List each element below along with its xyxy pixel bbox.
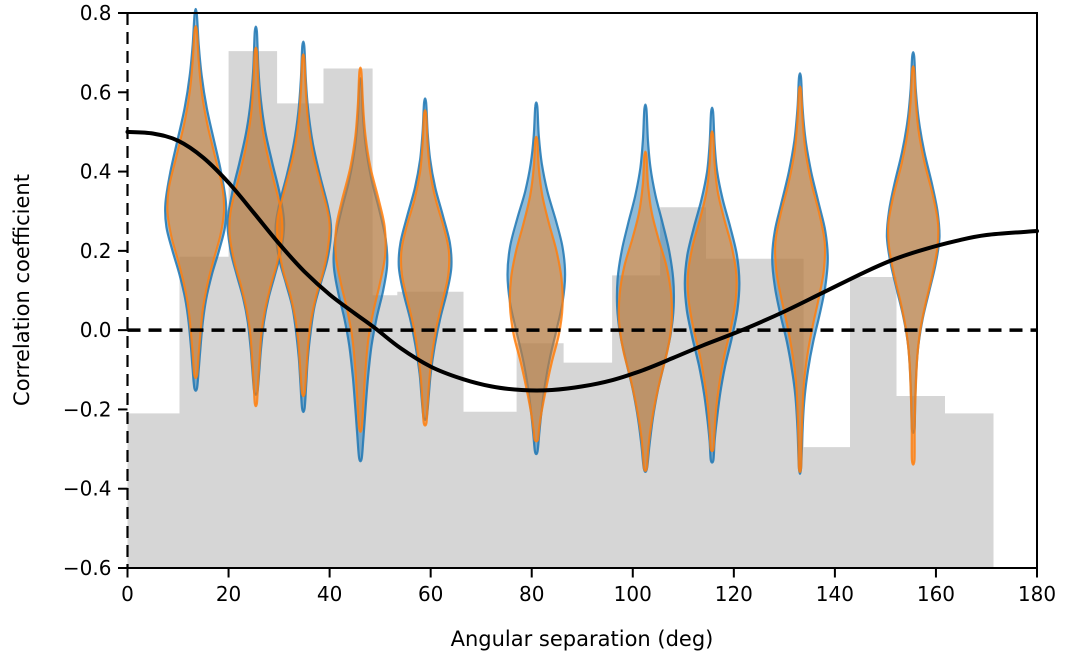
x-tick-label: 20: [216, 582, 241, 606]
y-tick-label: −0.4: [63, 477, 112, 501]
x-tick-label: 160: [917, 582, 955, 606]
violin-orange-bin4: [334, 66, 387, 433]
pair-count-histogram: [127, 51, 994, 569]
y-tick-label: 0.8: [80, 1, 112, 25]
model-correlation-curve: [125, 129, 1039, 393]
violin-orange-bin6: [508, 135, 564, 443]
x-tick-label: 60: [418, 582, 443, 606]
x-tick-label: 100: [614, 582, 652, 606]
violin-orange-bin3: [275, 53, 331, 398]
y-tick-label: 0.4: [80, 160, 112, 184]
violin-orange-bin10: [886, 65, 940, 466]
y-tick-label: −0.6: [63, 556, 112, 580]
violin-orange-bin2: [228, 46, 284, 408]
violin-orange-bin1: [166, 25, 226, 380]
violin-orange-bin8: [686, 130, 738, 453]
x-tick-label: 0: [121, 582, 134, 606]
x-tick-label: 140: [816, 582, 854, 606]
axes-spines: [127, 12, 1038, 569]
x-tick-label: 180: [1018, 582, 1056, 606]
y-tick-label: 0.0: [80, 318, 112, 342]
y-tick-label: 0.6: [80, 80, 112, 104]
y-tick-label: −0.2: [63, 397, 112, 421]
violin-orange-bin5: [399, 109, 451, 427]
x-axis-title: Angular separation (deg): [450, 627, 714, 651]
y-tick-label: 0.2: [80, 239, 112, 263]
x-tick-label: 40: [317, 582, 342, 606]
x-tick-label: 120: [715, 582, 753, 606]
x-tick-label: 80: [519, 582, 544, 606]
violin-orange-bin7: [617, 150, 674, 472]
violin-orange-bin9: [773, 85, 827, 474]
y-axis-title: Correlation coefficient: [10, 174, 34, 406]
